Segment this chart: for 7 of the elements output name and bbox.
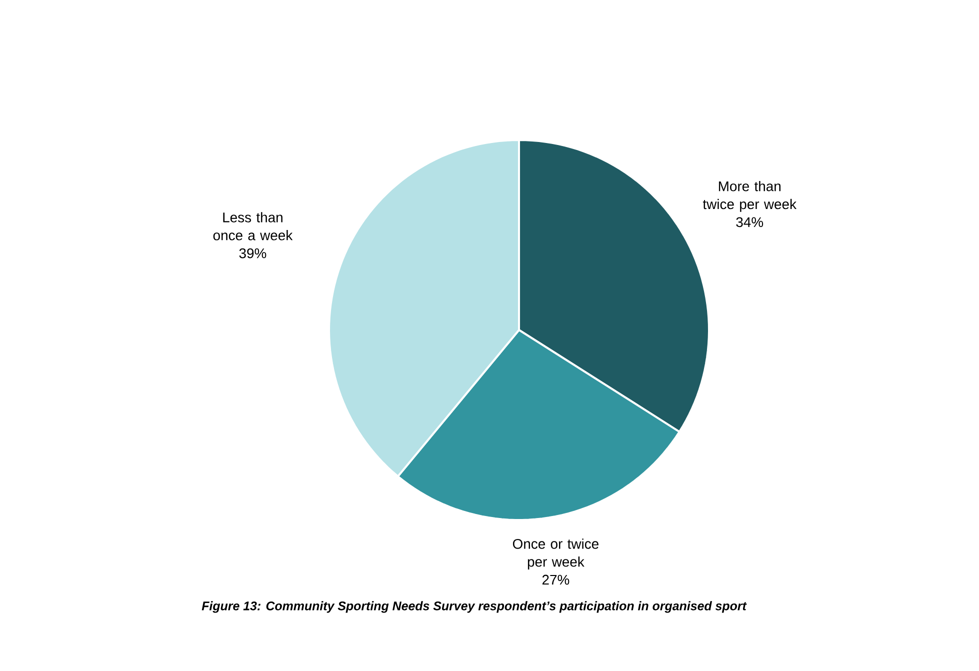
data-label: 27% xyxy=(542,574,570,585)
slice-label: Less than once a week xyxy=(213,212,293,240)
data-label: 39% xyxy=(239,248,266,258)
slice-label: Once or twice per week xyxy=(512,538,598,570)
slice-label: More than twice per week xyxy=(702,180,797,212)
caption: Figure 13: Community Sporting Needs Survey respondent’s participation in organised sport xyxy=(202,601,747,613)
data-label: 34% xyxy=(736,217,764,228)
